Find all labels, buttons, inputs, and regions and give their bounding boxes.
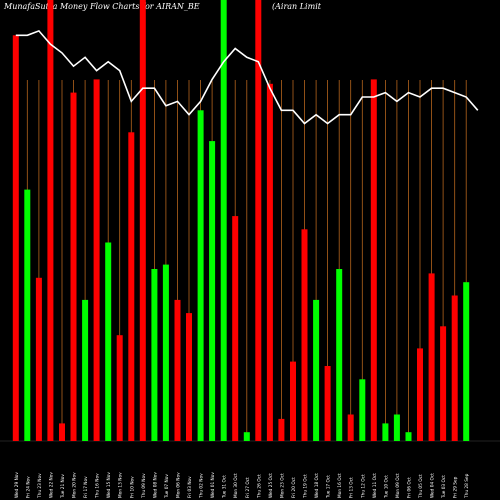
bar-down (266, 83, 273, 442)
bar-down (128, 132, 135, 442)
bar-down (174, 299, 181, 441)
bar-up (162, 264, 169, 441)
x-tick-label: Mon 20 Nov (72, 472, 78, 498)
bar-up (209, 141, 216, 441)
bar-up (463, 282, 470, 441)
x-tick-label: Fri 27 Oct (245, 477, 251, 498)
bar-up (359, 379, 366, 441)
bar-up (243, 432, 250, 441)
bar-down (255, 0, 262, 441)
bar-down (186, 313, 192, 441)
bar-down (428, 273, 435, 441)
bar-down (290, 361, 296, 441)
x-tick-label: Fri 06 Oct (407, 477, 413, 498)
bar-up (151, 269, 158, 441)
bar-up (82, 299, 89, 441)
x-tick-label: Thu 09 Nov (141, 473, 147, 499)
x-tick-label: Thu 28 Sep (464, 473, 470, 499)
x-tick-label: Mon 06 Nov (176, 472, 182, 498)
bar-up (197, 110, 204, 442)
x-tick-label: Thu 05 Oct (418, 474, 424, 499)
bar-down (116, 335, 123, 441)
x-tick-label: Thu 26 Oct (256, 474, 262, 499)
x-tick-label: Wed 01 Nov (210, 472, 216, 498)
x-tick-label: Tue 21 Nov (60, 474, 66, 499)
x-tick-label: Mon 09 Oct (395, 473, 401, 498)
x-tick-label: Wed 08 Nov (152, 472, 158, 498)
bar-down (324, 366, 331, 441)
bar-up (220, 0, 227, 441)
bar-down (301, 229, 308, 441)
bar-up (382, 423, 389, 441)
bar-down (59, 423, 65, 441)
bar-down (232, 216, 239, 441)
x-tick-label: Tue 07 Nov (164, 474, 170, 499)
x-tick-label: Thu 12 Oct (360, 474, 366, 499)
x-tick-label: Thu 02 Nov (199, 473, 205, 499)
x-tick-label: Fri 13 Oct (349, 477, 355, 498)
x-tick-label: Tue 17 Oct (326, 475, 332, 499)
x-tick-label: Wed 15 Nov (106, 472, 112, 498)
bar-down (417, 348, 423, 441)
bar-up (313, 299, 320, 441)
chart-title-right: (Airan Limit (272, 2, 321, 11)
x-tick-label: Thu 16 Nov (95, 473, 101, 499)
x-tick-label: Tue 03 Oct (441, 475, 447, 499)
x-tick-label: Wed 18 Oct (314, 473, 320, 498)
bar-down (451, 295, 458, 441)
x-tick-label: Mon 13 Nov (118, 472, 124, 498)
bar-up (24, 189, 31, 441)
bar-down (47, 0, 54, 441)
bar-down (370, 79, 377, 442)
chart-title-left: MunafaSutra Money Flow Charts for AIRAN_… (4, 2, 200, 11)
x-tick-label: Fri 17 Nov (83, 476, 89, 498)
bar-down (70, 92, 77, 441)
x-tick-label: Tue 31 Oct (222, 475, 228, 499)
bar-down (12, 35, 19, 442)
bar-down (347, 414, 354, 441)
bar-down (139, 0, 146, 441)
x-tick-label: Mon 16 Oct (337, 473, 343, 498)
x-tick-label: Fri 03 Nov (187, 476, 193, 498)
x-tick-label: Wed 22 Nov (48, 472, 54, 498)
x-tick-label: Thu 19 Oct (303, 474, 309, 499)
bar-up (393, 414, 400, 441)
x-tick-label: Tue 10 Oct (383, 475, 389, 499)
x-tick-label: Fri 10 Nov (129, 476, 135, 498)
x-tick-label: Fri 29 Sep (453, 476, 459, 498)
x-tick-label: Mon 23 Oct (279, 473, 285, 498)
x-tick-label: Wed 25 Oct (268, 473, 274, 498)
bar-down (35, 277, 42, 441)
bar-down (93, 79, 100, 442)
bar-up (336, 269, 343, 441)
bar-down (278, 418, 285, 441)
x-tick-label: Wed 11 Oct (372, 473, 378, 498)
x-tick-label: Wed 29 Nov (14, 472, 20, 498)
x-tick-label: Wed 04 Oct (430, 473, 436, 498)
x-tick-label: Fri 20 Oct (291, 477, 297, 498)
bar-up (105, 242, 112, 441)
money-flow-line (15, 29, 479, 125)
x-tick-label: Thu 23 Nov (37, 473, 43, 499)
bar-down (440, 326, 447, 441)
x-tick-label: Fri 24 Nov (25, 476, 31, 498)
x-tick-label: Mon 30 Oct (233, 473, 239, 498)
bar-up (405, 432, 412, 441)
